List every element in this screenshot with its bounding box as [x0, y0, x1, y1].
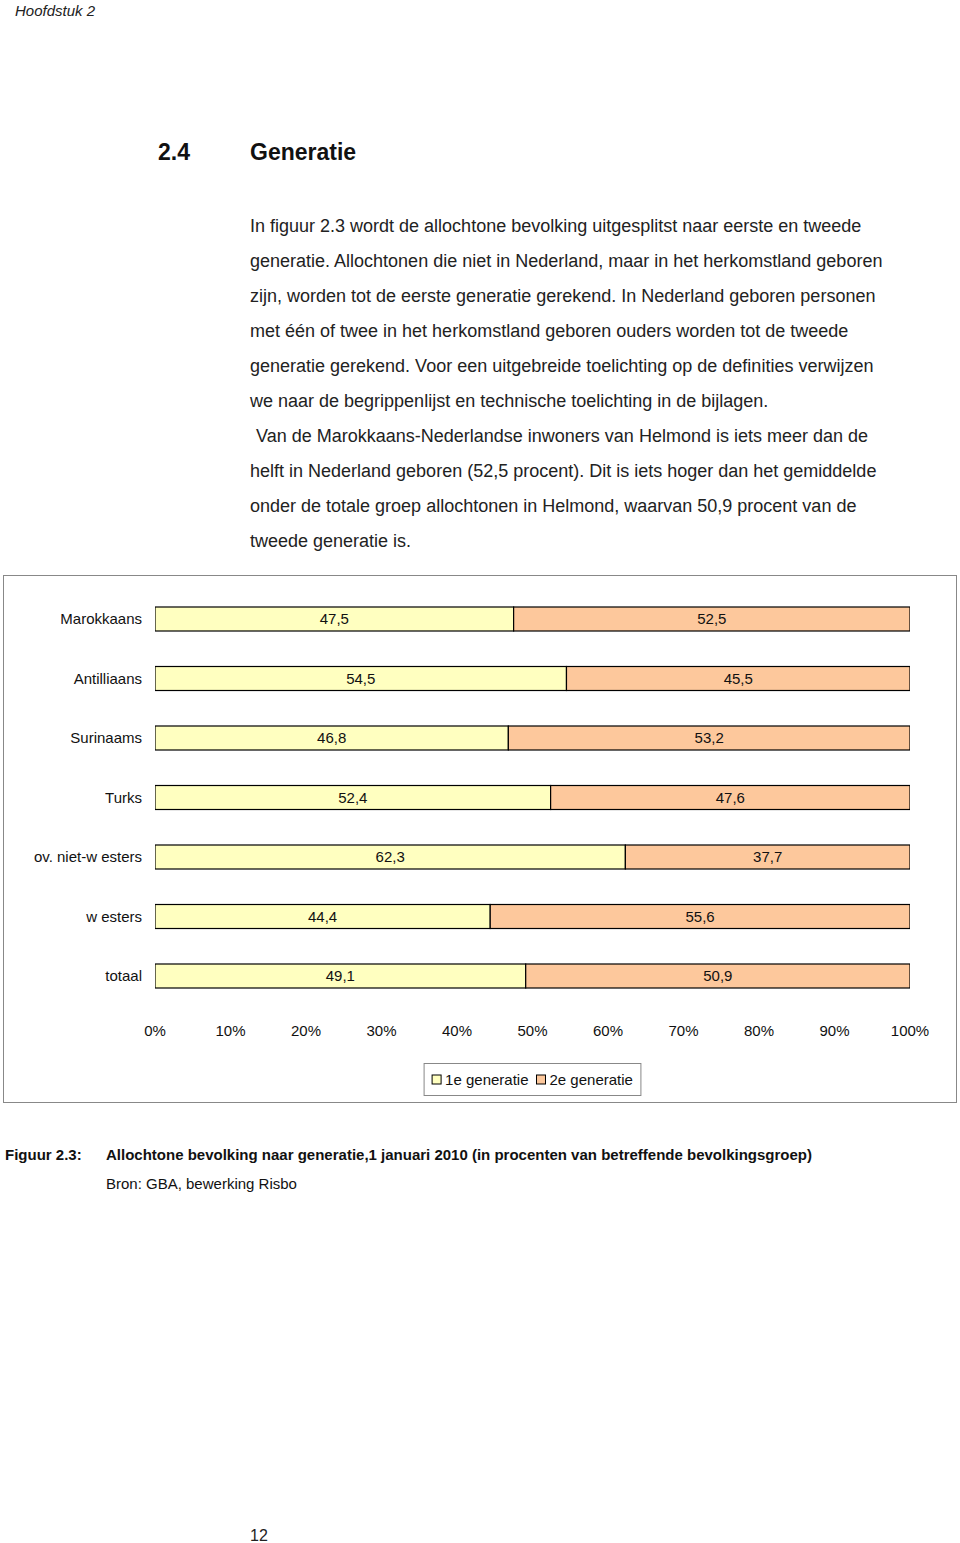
tick-label: 80% [744, 1022, 774, 1039]
data-label: 62,3 [376, 848, 405, 865]
data-label: 49,1 [326, 967, 355, 984]
category-label: Antilliaans [74, 670, 142, 687]
legend-label: 2e generatie [550, 1071, 633, 1088]
bars [155, 607, 910, 988]
paragraph-line: zijn, worden tot de eerste generatie ger… [250, 286, 875, 306]
bar-segment [551, 786, 910, 810]
category-label: Marokkaans [60, 610, 142, 627]
data-label: 52,5 [697, 610, 726, 627]
data-label: 46,8 [317, 729, 346, 746]
legend: 1e generatie 2e generatie [424, 1064, 641, 1096]
tick-label: 100% [891, 1022, 929, 1039]
data-label: 55,6 [686, 908, 715, 925]
bar-segment [490, 905, 910, 929]
tick-label: 50% [517, 1022, 547, 1039]
tick-label: 90% [819, 1022, 849, 1039]
paragraph-line: met één of twee in het herkomstland gebo… [250, 321, 848, 341]
bar-segment [155, 786, 551, 810]
bar-segment [155, 905, 490, 929]
caption-label: Figuur 2.3: [5, 1146, 82, 1163]
tick-label: 20% [291, 1022, 321, 1039]
bar-segment [566, 667, 910, 691]
legend-swatch [432, 1075, 441, 1084]
category-label: ov. niet-w esters [34, 848, 142, 865]
section-number: 2.4 [158, 139, 190, 165]
paragraph-line: In figuur 2.3 wordt de allochtone bevolk… [250, 216, 861, 236]
bar-segment [155, 964, 526, 988]
tick-label: 10% [215, 1022, 245, 1039]
legend-swatch [537, 1075, 546, 1084]
tick-label: 40% [442, 1022, 472, 1039]
page-number: 12 [250, 1527, 268, 1543]
paragraph-line: onder de totale groep allochtonen in Hel… [250, 496, 856, 516]
data-label: 53,2 [695, 729, 724, 746]
tick-label: 0% [144, 1022, 166, 1039]
legend-box [424, 1064, 641, 1096]
paragraph-line: helft in Nederland geboren (52,5 procent… [250, 461, 876, 481]
page: Hoofdstuk 2 2.4 Generatie In figuur 2.3 wor… [0, 0, 960, 1543]
category-label: Turks [105, 789, 142, 806]
bar-segment [625, 845, 910, 869]
chart-frame [4, 576, 957, 1103]
bar-segment [155, 667, 566, 691]
caption-text: Allochtone bevolking naar generatie,1 ja… [106, 1146, 812, 1163]
data-labels: 47,5 52,5 54,5 45,5 46,8 53,2 52,4 47,6 62,3 37,7… [308, 610, 782, 984]
paragraph-line: we naar de begrippenlijst en technische … [249, 391, 768, 411]
category-label: totaal [105, 967, 142, 984]
paragraph-line: tweede generatie is. [250, 531, 411, 551]
bar-segment [526, 964, 910, 988]
bar-segment [514, 607, 910, 631]
page-background [0, 0, 960, 1543]
running-header: Hoofdstuk 2 [15, 2, 96, 19]
data-label: 37,7 [753, 848, 782, 865]
data-label: 47,6 [716, 789, 745, 806]
category-label: Surinaams [70, 729, 142, 746]
bar-segment [155, 726, 508, 750]
legend-label: 1e generatie [445, 1071, 528, 1088]
paragraph-line: generatie. Allochtonen die niet in Neder… [250, 251, 882, 271]
tick-label: 60% [593, 1022, 623, 1039]
tick-label: 30% [366, 1022, 396, 1039]
bar-segment [508, 726, 910, 750]
bar-segment [155, 845, 625, 869]
section-title: Generatie [250, 139, 356, 165]
data-label: 45,5 [724, 670, 753, 687]
caption-source: Bron: GBA, bewerking Risbo [106, 1175, 297, 1192]
data-label: 54,5 [346, 670, 375, 687]
data-label: 44,4 [308, 908, 337, 925]
paragraph-line: Van de Marokkaans-Nederlandse inwoners v… [256, 426, 868, 446]
data-label: 50,9 [703, 967, 732, 984]
bar-segment [155, 607, 514, 631]
category-label: w esters [85, 908, 142, 925]
data-label: 52,4 [338, 789, 367, 806]
tick-label: 70% [668, 1022, 698, 1039]
data-label: 47,5 [320, 610, 349, 627]
paragraph-line: generatie gerekend. Voor een uitgebreide… [250, 356, 873, 376]
